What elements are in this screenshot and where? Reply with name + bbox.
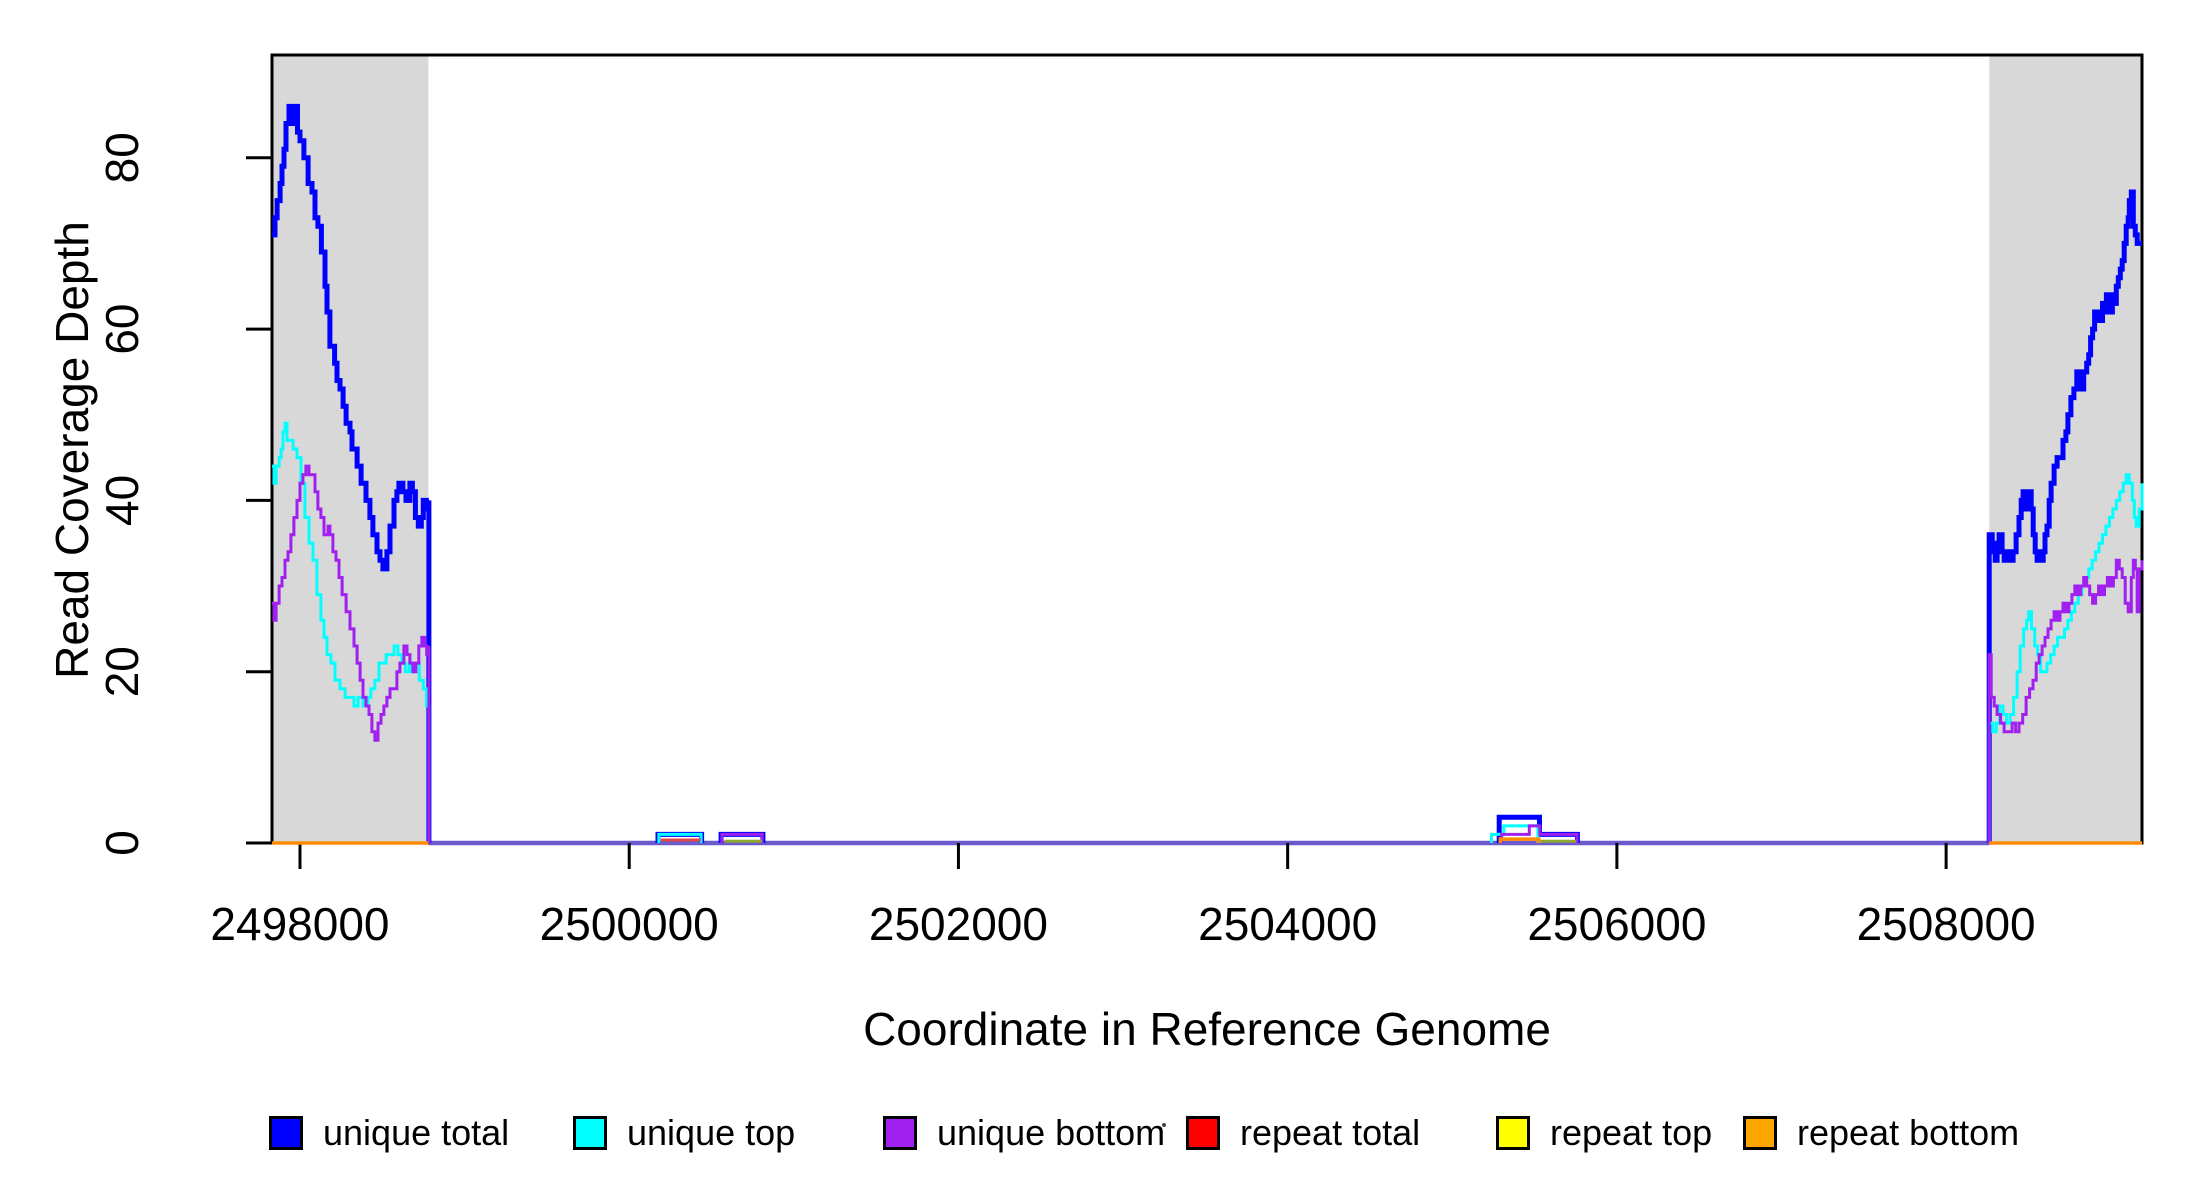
series-unique-top bbox=[657, 832, 703, 843]
x-tick-label: 2500000 bbox=[540, 898, 719, 950]
series-unique-bottom bbox=[1987, 558, 2144, 843]
legend-item-unique-bottom: unique bottom bbox=[883, 1112, 1165, 1154]
legend-swatch-unique-bottom bbox=[883, 1116, 917, 1150]
legend-item-repeat-top: repeat top bbox=[1496, 1112, 1712, 1154]
artifact-dot bbox=[1162, 1123, 1166, 1127]
series-unique-top bbox=[1490, 824, 1540, 843]
y-tick-label: 0 bbox=[96, 830, 148, 856]
legend-item-repeat-total: repeat total bbox=[1186, 1112, 1420, 1154]
legend-label-unique-top: unique top bbox=[627, 1112, 796, 1153]
y-tick-label: 20 bbox=[96, 646, 148, 697]
series-unique-total bbox=[1986, 189, 2142, 843]
series-unique-top bbox=[272, 421, 431, 843]
series-unique-total bbox=[272, 103, 432, 843]
legend-swatch-unique-total bbox=[269, 1116, 303, 1150]
y-tick-label: 60 bbox=[96, 304, 148, 355]
legend-swatch-repeat-bottom bbox=[1743, 1116, 1777, 1150]
series-repeat-bottom bbox=[1498, 837, 1541, 843]
series-unique-bottom bbox=[1500, 824, 1579, 843]
x-tick-label: 2498000 bbox=[210, 898, 389, 950]
x-tick-label: 2508000 bbox=[1857, 898, 2036, 950]
y-tick-label: 40 bbox=[96, 475, 148, 526]
y-axis-title: Read Coverage Depth bbox=[46, 221, 98, 679]
legend-label-repeat-top: repeat top bbox=[1550, 1112, 1713, 1153]
legend-swatch-unique-top bbox=[573, 1116, 607, 1150]
legend-swatch-repeat-top bbox=[1496, 1116, 1530, 1150]
legend-item-unique-top: unique top bbox=[573, 1112, 795, 1154]
x-axis-title: Coordinate in Reference Genome bbox=[863, 1003, 1551, 1055]
series-unique-top bbox=[1987, 473, 2144, 843]
legend-label-unique-total: unique total bbox=[323, 1112, 510, 1153]
legend-label-unique-bottom: unique bottom bbox=[937, 1112, 1166, 1153]
x-tick-label: 2502000 bbox=[869, 898, 1048, 950]
legend-label-repeat-total: repeat total bbox=[1240, 1112, 1421, 1153]
legend-swatch-repeat-total bbox=[1186, 1116, 1220, 1150]
legend-label-repeat-bottom: repeat bottom bbox=[1797, 1112, 2020, 1153]
y-tick-label: 80 bbox=[96, 132, 148, 183]
plot-border bbox=[270, 53, 2144, 845]
legend-item-repeat-bottom: repeat bottom bbox=[1743, 1112, 2019, 1154]
series-unique-bottom bbox=[720, 832, 764, 843]
x-tick-label: 2504000 bbox=[1198, 898, 1377, 950]
series-unique-bottom bbox=[272, 464, 431, 843]
legend-item-unique-total: unique total bbox=[269, 1112, 509, 1154]
x-tick-label: 2506000 bbox=[1527, 898, 1706, 950]
